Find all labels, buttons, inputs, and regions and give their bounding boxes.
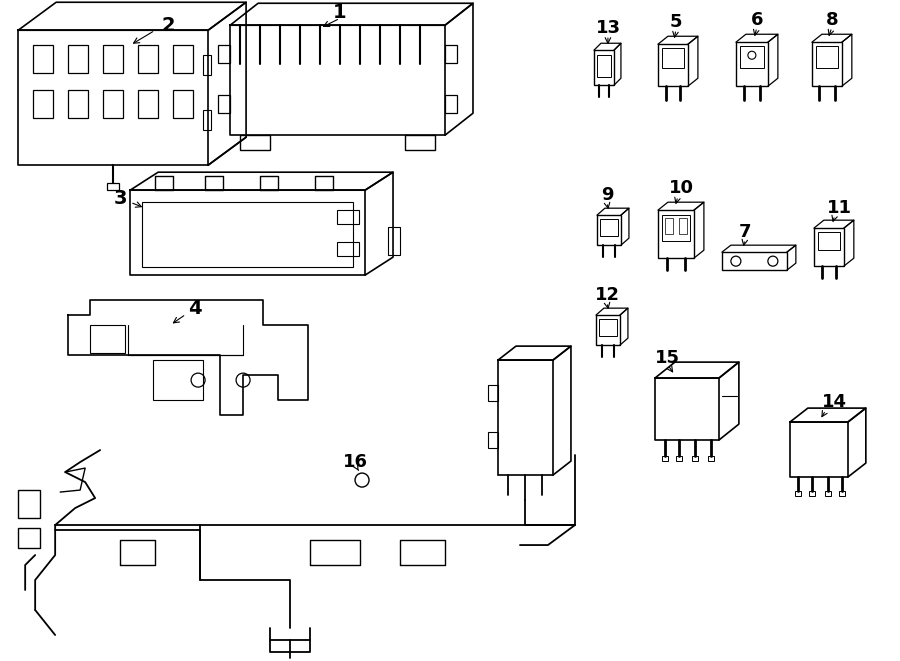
Bar bbox=[825, 491, 831, 496]
Text: 3: 3 bbox=[113, 188, 127, 208]
Bar bbox=[722, 252, 787, 270]
Bar bbox=[240, 136, 270, 150]
Text: 6: 6 bbox=[751, 11, 763, 29]
Bar bbox=[138, 90, 158, 118]
Bar bbox=[104, 45, 123, 73]
Bar bbox=[488, 385, 498, 401]
Bar bbox=[665, 218, 673, 234]
Bar bbox=[795, 491, 801, 496]
Bar bbox=[662, 215, 690, 241]
Bar bbox=[809, 491, 814, 496]
Bar bbox=[153, 360, 203, 400]
Bar bbox=[173, 45, 194, 73]
Text: 10: 10 bbox=[670, 179, 695, 197]
Bar bbox=[818, 232, 840, 250]
Bar bbox=[218, 45, 230, 63]
Bar bbox=[18, 490, 40, 518]
Bar bbox=[18, 528, 40, 548]
Bar bbox=[692, 456, 698, 461]
Bar bbox=[488, 432, 498, 448]
Bar bbox=[337, 210, 359, 224]
Text: 14: 14 bbox=[823, 393, 847, 411]
Bar bbox=[173, 90, 194, 118]
Text: 2: 2 bbox=[161, 16, 175, 35]
Bar bbox=[138, 45, 158, 73]
Text: 5: 5 bbox=[670, 13, 682, 31]
Bar bbox=[597, 56, 611, 77]
Bar bbox=[814, 228, 844, 266]
Text: 12: 12 bbox=[594, 286, 619, 304]
Bar bbox=[445, 45, 457, 63]
Text: 7: 7 bbox=[739, 223, 752, 241]
Bar bbox=[445, 95, 457, 113]
Bar bbox=[337, 242, 359, 256]
Text: 16: 16 bbox=[343, 453, 367, 471]
Bar bbox=[658, 210, 694, 258]
Bar bbox=[812, 42, 842, 86]
Text: 4: 4 bbox=[188, 299, 202, 318]
Bar bbox=[658, 44, 688, 86]
Text: 15: 15 bbox=[655, 349, 680, 367]
Bar bbox=[676, 456, 682, 461]
Bar bbox=[597, 215, 621, 245]
Bar bbox=[33, 45, 53, 73]
Bar bbox=[736, 42, 768, 86]
Bar bbox=[405, 136, 435, 150]
Bar bbox=[839, 491, 845, 496]
Bar bbox=[816, 46, 838, 68]
Bar bbox=[107, 183, 119, 190]
Bar bbox=[142, 202, 353, 267]
Bar bbox=[203, 56, 212, 75]
Text: 1: 1 bbox=[333, 3, 346, 22]
Bar bbox=[598, 319, 616, 336]
Bar bbox=[218, 95, 230, 113]
Bar bbox=[662, 456, 668, 461]
Bar bbox=[68, 90, 88, 118]
Bar bbox=[679, 218, 687, 234]
Text: 8: 8 bbox=[825, 11, 838, 29]
Bar bbox=[104, 90, 123, 118]
Bar bbox=[600, 219, 618, 236]
Bar bbox=[662, 48, 684, 68]
Bar bbox=[708, 456, 714, 461]
Bar bbox=[596, 315, 620, 345]
Bar bbox=[740, 46, 764, 68]
Bar bbox=[388, 227, 400, 255]
Bar bbox=[33, 90, 53, 118]
Text: 9: 9 bbox=[600, 186, 613, 204]
Bar bbox=[203, 110, 212, 130]
Text: 13: 13 bbox=[596, 19, 620, 37]
Bar bbox=[594, 50, 614, 85]
Bar bbox=[90, 325, 125, 353]
Bar bbox=[498, 360, 553, 475]
Bar bbox=[68, 45, 88, 73]
Text: 11: 11 bbox=[827, 199, 852, 217]
